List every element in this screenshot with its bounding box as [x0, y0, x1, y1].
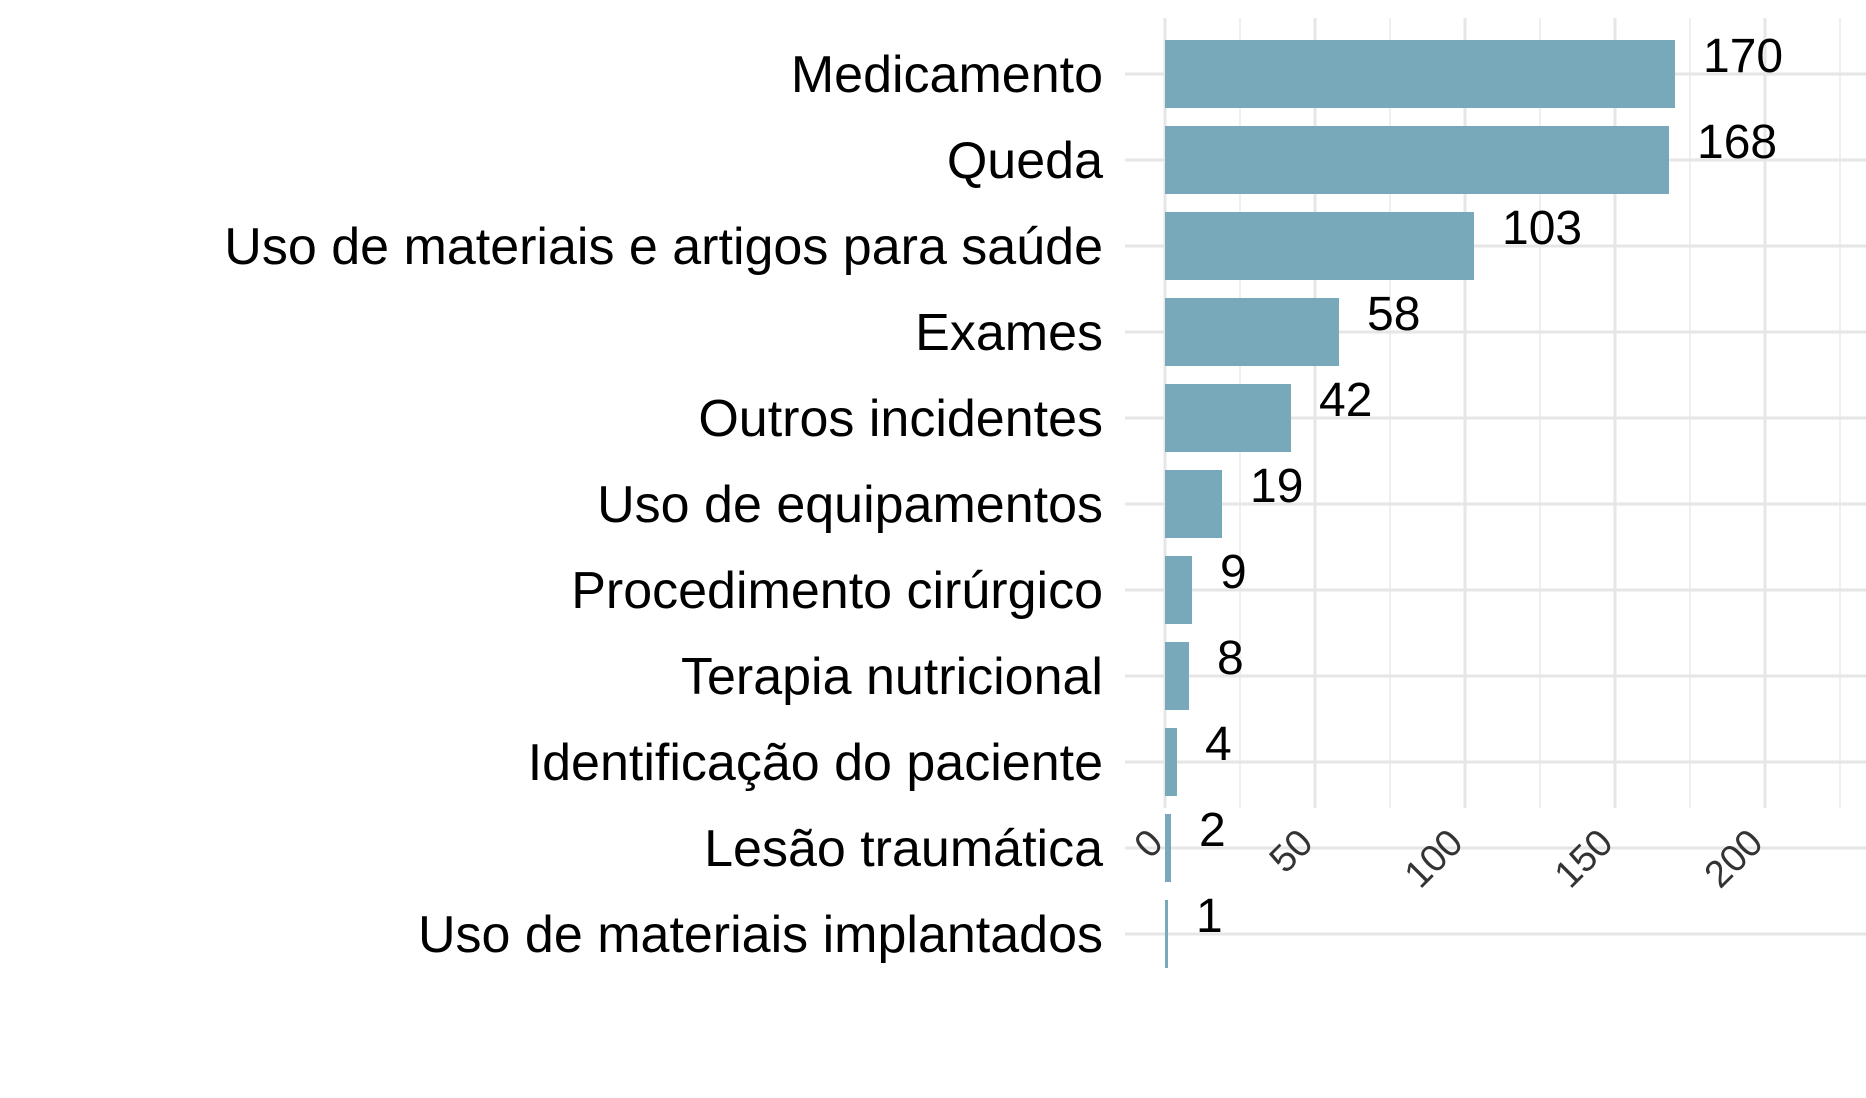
category-label: Uso de materiais implantados	[418, 906, 1103, 964]
category-label: Identificação do paciente	[528, 734, 1103, 792]
x-tick-label: 150	[1547, 822, 1622, 897]
category-label: Procedimento cirúrgico	[571, 562, 1103, 620]
data-label: 9	[1220, 546, 1247, 599]
x-tick-label: 100	[1397, 822, 1472, 897]
bar	[1165, 126, 1669, 194]
bar	[1165, 298, 1339, 366]
category-labels: Medicamento Queda Uso de materiais e artig…	[224, 46, 1103, 964]
data-label: 103	[1502, 202, 1582, 255]
data-label: 19	[1250, 460, 1303, 513]
category-label: Medicamento	[791, 46, 1103, 104]
x-tick-label: 50	[1262, 822, 1322, 882]
category-label: Outros incidentes	[698, 390, 1103, 448]
data-label: 168	[1697, 116, 1777, 169]
category-label: Terapia nutricional	[681, 648, 1103, 706]
data-label: 4	[1205, 718, 1232, 771]
bar	[1165, 212, 1474, 280]
data-label: 1	[1196, 890, 1223, 943]
x-tick-label: 0	[1127, 822, 1172, 867]
bars	[1165, 40, 1675, 968]
data-label: 58	[1367, 288, 1420, 341]
bar	[1165, 556, 1192, 624]
category-label: Lesão traumática	[704, 820, 1103, 878]
data-label: 42	[1319, 374, 1372, 427]
data-label: 8	[1217, 632, 1244, 685]
category-label: Exames	[915, 304, 1103, 362]
bar	[1165, 384, 1291, 452]
data-label: 2	[1199, 804, 1226, 857]
bar	[1165, 470, 1222, 538]
bar	[1165, 642, 1189, 710]
bar	[1165, 814, 1171, 882]
bar	[1165, 728, 1177, 796]
category-label: Uso de equipamentos	[597, 476, 1103, 534]
category-label: Queda	[947, 132, 1103, 190]
x-tick-label: 200	[1697, 822, 1772, 897]
bar	[1165, 40, 1675, 108]
category-label: Uso de materiais e artigos para saúde	[224, 218, 1103, 276]
data-label: 170	[1703, 30, 1783, 83]
bar	[1165, 900, 1168, 968]
